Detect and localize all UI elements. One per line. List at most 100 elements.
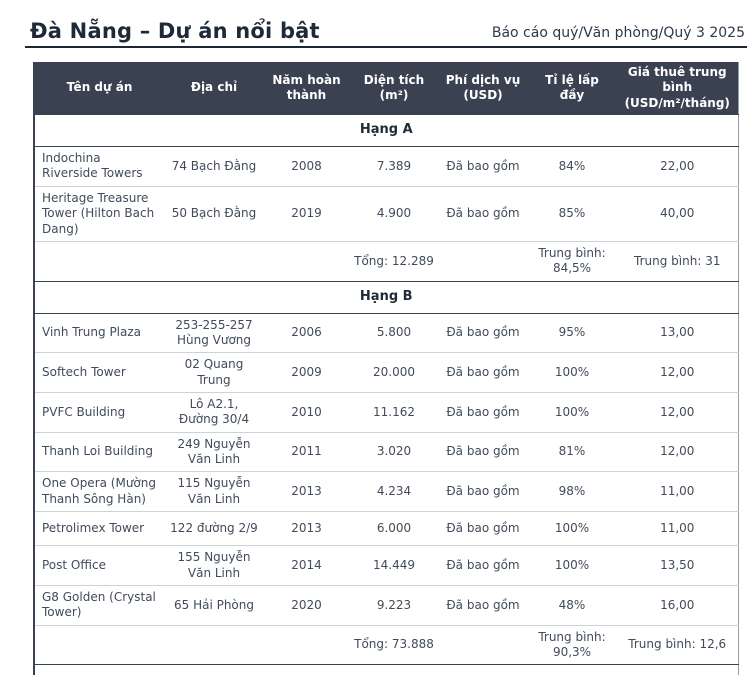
cell-rent: 22,00 xyxy=(617,146,738,187)
cell-occupancy: 84% xyxy=(527,146,617,187)
cell-year: 2006 xyxy=(264,313,349,354)
cell-rent: 13,00 xyxy=(617,313,738,354)
table-row: One Opera (Mường Thanh Sông Hàn) 115 Nguy… xyxy=(34,471,738,513)
cell-occupancy: 100% xyxy=(527,392,617,433)
cell-service-fee: Đã bao gồm xyxy=(439,471,527,513)
cell-occupancy: 95% xyxy=(527,313,617,354)
cell-project-name: Post Office xyxy=(34,545,164,586)
table-row: G8 Golden (Crystal Tower) 65 Hải Phòng 202… xyxy=(34,585,738,626)
cell-rent: 11,00 xyxy=(617,511,738,547)
summary-empty xyxy=(439,625,527,666)
cell-service-fee: Đã bao gồm xyxy=(439,352,527,394)
report-topbar: Đà Nẵng – Dự án nổi bật Báo cáo quý/Văn … xyxy=(30,9,745,43)
cell-project-name: Indochina Riverside Towers xyxy=(34,146,164,187)
cell-area: 3.020 xyxy=(349,432,439,473)
cell-service-fee: Đã bao gồm xyxy=(439,585,527,626)
cell-project-name: Vinh Trung Plaza xyxy=(34,313,164,354)
cell-year: 2009 xyxy=(264,352,349,394)
table-row: PVFC Building Lô A2.1, Đường 30/4 2010 11.1… xyxy=(34,392,738,433)
cell-area: 7.389 xyxy=(349,146,439,187)
projects-table: Tên dự án Địa chỉ Năm hoàn thành Diện tích … xyxy=(33,62,739,675)
cell-occupancy: 100% xyxy=(527,352,617,394)
cell-project-name: Heritage Treasure Tower (Hilton Bach Dan… xyxy=(34,186,164,242)
cell-occupancy: 98% xyxy=(527,471,617,513)
column-header: Giá thuê trung bình (USD/m²/tháng) xyxy=(617,62,738,115)
cell-rent: 12,00 xyxy=(617,432,738,473)
cell-address: 155 Nguyễn Văn Linh xyxy=(164,545,264,586)
cell-address: 253-255-257 Hùng Vương xyxy=(164,313,264,354)
column-header: Tên dự án xyxy=(34,62,164,115)
section-header-row: Hạng A xyxy=(34,114,738,148)
cell-occupancy: 100% xyxy=(527,511,617,547)
summary-area-total: Tổng: 73.888 xyxy=(349,625,439,666)
cell-rent: 11,00 xyxy=(617,471,738,513)
summary-empty xyxy=(34,241,349,282)
summary-row: Tổng: 12.289 Trung bình: 84,5% Trung bình:… xyxy=(34,241,738,282)
cell-rent: 13,50 xyxy=(617,545,738,586)
cell-project-name: G8 Golden (Crystal Tower) xyxy=(34,585,164,626)
cell-service-fee: Đã bao gồm xyxy=(439,146,527,187)
cell-address: 122 đường 2/9 xyxy=(164,511,264,547)
column-header: Diện tích (m²) xyxy=(349,62,439,115)
cell-rent: 16,00 xyxy=(617,585,738,626)
cell-occupancy: 100% xyxy=(527,545,617,586)
cell-year: 2010 xyxy=(264,392,349,433)
cell-service-fee: Đã bao gồm xyxy=(439,432,527,473)
cell-service-fee: Đã bao gồm xyxy=(439,186,527,242)
cell-rent: 40,00 xyxy=(617,186,738,242)
cell-address: 249 Nguyễn Văn Linh xyxy=(164,432,264,473)
section-header-row: Hạng B xyxy=(34,280,738,314)
table-row: Post Office 155 Nguyễn Văn Linh 2014 14.449… xyxy=(34,545,738,586)
summary-empty xyxy=(34,625,349,666)
cell-address: 115 Nguyễn Văn Linh xyxy=(164,471,264,513)
cell-project-name: One Opera (Mường Thanh Sông Hàn) xyxy=(34,471,164,513)
cell-service-fee: Đã bao gồm xyxy=(439,392,527,433)
column-header: Tỉ lệ lấp đầy xyxy=(527,62,617,115)
cell-service-fee: Đã bao gồm xyxy=(439,511,527,547)
cell-area: 11.162 xyxy=(349,392,439,433)
summary-row: Tổng: 73.888 Trung bình: 90,3% Trung bình:… xyxy=(34,625,738,666)
table-row: Thanh Loi Building 249 Nguyễn Văn Linh 201… xyxy=(34,432,738,473)
report-page: Đà Nẵng – Dự án nổi bật Báo cáo quý/Văn … xyxy=(0,9,747,675)
cell-rent: 12,00 xyxy=(617,392,738,433)
cell-area: 9.223 xyxy=(349,585,439,626)
cell-year: 2014 xyxy=(264,545,349,586)
cell-occupancy: 48% xyxy=(527,585,617,626)
cell-project-name: Thanh Loi Building xyxy=(34,432,164,473)
cell-rent: 12,00 xyxy=(617,352,738,394)
summary-rent-avg: Trung bình: 12,6 xyxy=(617,625,738,666)
cell-year: 2019 xyxy=(264,186,349,242)
cell-service-fee: Đã bao gồm xyxy=(439,313,527,354)
table-row: Heritage Treasure Tower (Hilton Bach Dan… xyxy=(34,186,738,242)
table-row: Vinh Trung Plaza 253-255-257 Hùng Vương 20… xyxy=(34,313,738,354)
cell-year: 2013 xyxy=(264,511,349,547)
cell-service-fee: Đã bao gồm xyxy=(439,545,527,586)
cell-address: Lô A2.1, Đường 30/4 xyxy=(164,392,264,433)
table-header-row: Tên dự án Địa chỉ Năm hoàn thành Diện tích … xyxy=(34,62,738,115)
cell-address: 50 Bạch Đằng xyxy=(164,186,264,242)
cell-year: 2020 xyxy=(264,585,349,626)
table-row: Petrolimex Tower 122 đường 2/9 2013 6.000 Đã… xyxy=(34,511,738,547)
column-header: Năm hoàn thành xyxy=(264,62,349,115)
cell-area: 4.900 xyxy=(349,186,439,242)
cell-year: 2013 xyxy=(264,471,349,513)
cell-project-name: PVFC Building xyxy=(34,392,164,433)
summary-area-total: Tổng: 12.289 xyxy=(349,241,439,282)
cell-area: 4.234 xyxy=(349,471,439,513)
cell-occupancy: 85% xyxy=(527,186,617,242)
table-row: Softech Tower 02 Quang Trung 2009 20.000 Đã … xyxy=(34,352,738,394)
summary-occupancy-avg: Trung bình: 90,3% xyxy=(527,625,617,666)
cell-area: 20.000 xyxy=(349,352,439,394)
section-label: Hạng B xyxy=(34,280,738,314)
cell-project-name: Petrolimex Tower xyxy=(34,511,164,547)
table-row: Indochina Riverside Towers 74 Bạch Đằng 20… xyxy=(34,146,738,187)
cell-address: 02 Quang Trung xyxy=(164,352,264,394)
column-header: Địa chỉ xyxy=(164,62,264,115)
cell-occupancy: 81% xyxy=(527,432,617,473)
cell-address: 65 Hải Phòng xyxy=(164,585,264,626)
cutoff-row-cell xyxy=(34,665,738,675)
summary-empty xyxy=(439,241,527,282)
breadcrumb: Báo cáo quý/Văn phòng/Quý 3 2025 xyxy=(491,25,745,41)
cell-area: 6.000 xyxy=(349,511,439,547)
cell-project-name: Softech Tower xyxy=(34,352,164,394)
